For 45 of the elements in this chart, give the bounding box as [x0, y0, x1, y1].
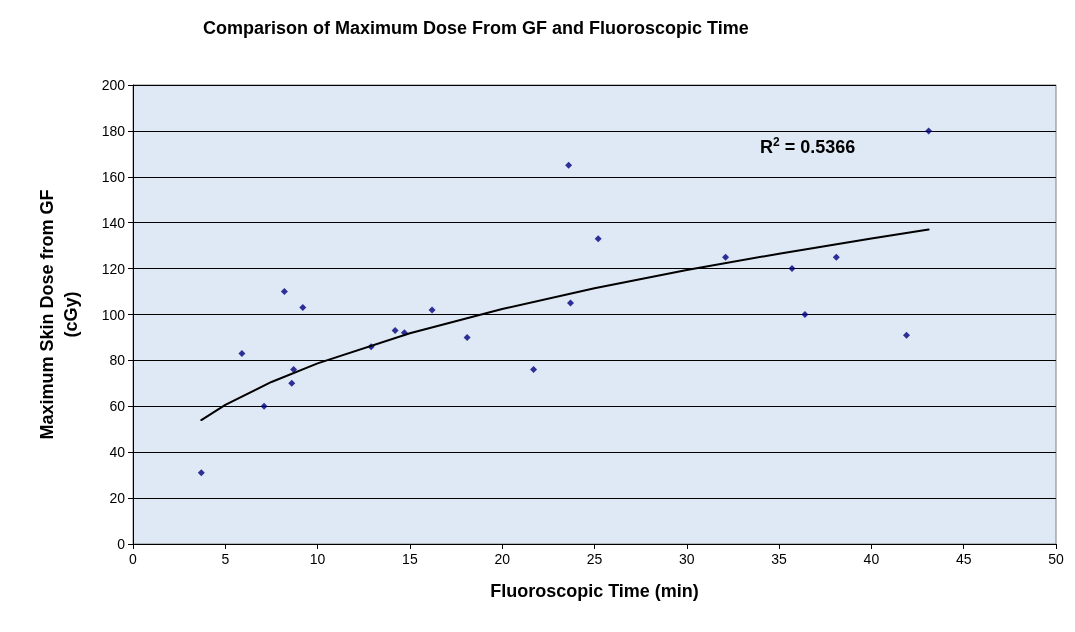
- point: [290, 366, 298, 374]
- point: [280, 288, 288, 296]
- point: [801, 311, 809, 318]
- point: [530, 366, 538, 374]
- point: [788, 265, 796, 273]
- point: [288, 379, 296, 387]
- point: [299, 304, 307, 312]
- point: [594, 235, 602, 243]
- y-tick-label: 0: [117, 536, 126, 552]
- y-tick-label: 160: [101, 168, 126, 185]
- x-tick-label: 0: [129, 551, 138, 567]
- x-tick-label: 30: [679, 551, 695, 567]
- point: [391, 327, 399, 335]
- point: [902, 331, 910, 339]
- x-tick-label: 50: [1048, 551, 1064, 567]
- point: [260, 402, 268, 410]
- point: [567, 299, 574, 307]
- y-tick-label: 60: [109, 398, 126, 415]
- y-tick-label: 20: [109, 490, 126, 507]
- y-tick-label: 140: [101, 214, 126, 231]
- y-tick-label: 120: [101, 260, 126, 277]
- chart-title: Comparison of Maximum Dose From GF and Fluoroscopic Time: [203, 18, 749, 38]
- x-tick-label: 40: [863, 551, 880, 567]
- x-tick-label: 20: [494, 551, 511, 567]
- y-tick-label: 200: [101, 77, 126, 93]
- point: [197, 469, 205, 477]
- y-tick-label: 180: [101, 122, 126, 139]
- point: [722, 253, 730, 261]
- point: [428, 306, 436, 314]
- y-tick-label: 40: [109, 444, 126, 461]
- point: [238, 350, 246, 358]
- x-tick-label: 15: [402, 551, 418, 567]
- point: [463, 333, 471, 341]
- y-tick-label: 80: [109, 352, 126, 369]
- point: [565, 161, 573, 169]
- point: [925, 127, 933, 135]
- y-tick-label: 100: [101, 306, 126, 323]
- x-tick-label: 35: [771, 551, 788, 567]
- x-tick-label: 10: [309, 551, 326, 567]
- x-tick-label: 5: [221, 551, 230, 567]
- y-axis-title: Maximum Skin Dose from GF (cGy): [37, 189, 81, 440]
- x-axis-title: Fluoroscopic Time (min): [490, 581, 699, 601]
- x-tick-label: 45: [955, 551, 972, 567]
- x-tick-label: 25: [586, 551, 603, 567]
- point: [832, 253, 840, 261]
